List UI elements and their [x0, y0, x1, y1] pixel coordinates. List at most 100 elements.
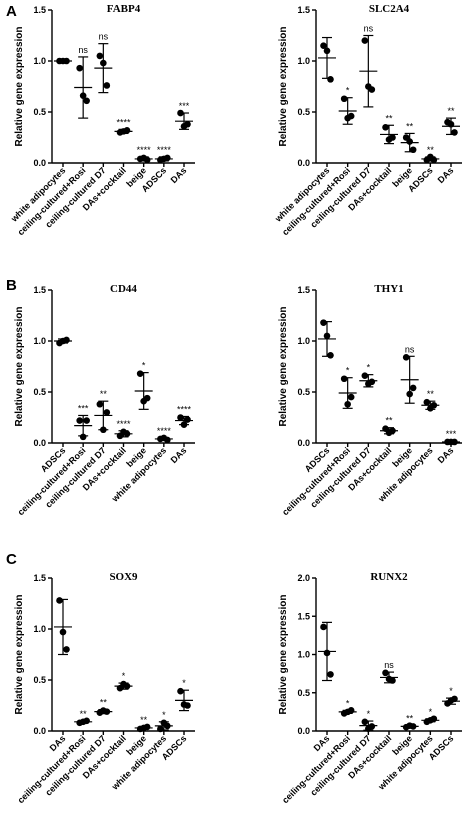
data-point: [100, 426, 107, 434]
y-tick-label: 0.5: [297, 387, 310, 397]
significance-label: *: [182, 678, 186, 688]
data-point: [123, 430, 131, 438]
significance-label: ns: [364, 24, 374, 34]
y-tick-label: 0.0: [33, 726, 46, 736]
data-point: [430, 156, 438, 164]
significance-label: **: [385, 416, 393, 426]
data-point: [451, 438, 458, 446]
y-tick-label: 0.5: [297, 107, 310, 117]
data-point: [389, 427, 396, 435]
data-point: [184, 702, 191, 709]
significance-label: ns: [405, 344, 415, 354]
data-point: [76, 417, 83, 424]
significance-label: ns: [99, 32, 109, 42]
y-axis-label: Relative gene expression: [278, 594, 289, 714]
data-point: [164, 154, 171, 162]
data-point: [320, 623, 327, 631]
data-point: [103, 82, 111, 89]
chart-fabp4: 0.0 0.5 1.0 1.5 Relative gene expression FABP…: [8, 3, 195, 237]
significance-label: ****: [177, 404, 192, 414]
data-point: [143, 156, 151, 164]
y-tick-label: 1.0: [33, 624, 46, 634]
chart-slc2a4: 0.0 0.5 1.0 1.5 Relative gene expression SLC2…: [272, 3, 462, 237]
significance-label: **: [427, 145, 435, 155]
data-point: [63, 336, 70, 344]
significance-label: **: [385, 113, 393, 123]
data-point: [409, 723, 417, 730]
significance-label: ***: [179, 101, 190, 111]
category-label: DAs: [436, 445, 456, 465]
data-point: [430, 401, 438, 409]
data-point: [96, 52, 104, 60]
category-label: DAs: [169, 445, 189, 465]
data-point: [347, 112, 355, 120]
significance-label: *: [346, 86, 350, 96]
significance-label: *: [162, 710, 166, 720]
y-tick-label: 0.0: [33, 158, 46, 168]
y-tick-label: 1.0: [297, 336, 310, 346]
significance-label: **: [406, 714, 414, 724]
data-point: [123, 127, 131, 134]
significance-label: ****: [137, 145, 152, 155]
significance-label: **: [140, 715, 148, 725]
chart-thy1: 0.0 0.5 1.0 1.5 Relative gene expression THY1…: [278, 283, 462, 517]
data-point: [103, 708, 111, 715]
data-point: [164, 722, 171, 730]
data-point: [83, 97, 90, 105]
data-point: [406, 390, 413, 398]
significance-label: **: [406, 121, 414, 131]
data-point: [180, 421, 188, 428]
data-point: [451, 695, 458, 703]
data-point: [59, 628, 67, 636]
y-tick-label: 0.5: [33, 107, 46, 117]
y-tick-label: 1.0: [33, 56, 46, 66]
y-axis-label: Relative gene expression: [278, 26, 289, 146]
data-point: [327, 671, 334, 678]
data-point: [423, 398, 431, 406]
data-point: [177, 109, 184, 117]
significance-label: *: [429, 707, 433, 717]
y-axis-label: Relative gene expression: [14, 594, 25, 714]
data-point: [323, 47, 331, 55]
data-point: [340, 375, 348, 383]
data-point: [382, 124, 389, 131]
y-tick-label: 1.5: [33, 5, 46, 15]
chart-cd44: 0.0 0.5 1.0 1.5 Relative gene expression CD44…: [14, 283, 195, 517]
data-point: [382, 669, 389, 677]
category-label: DAs: [169, 165, 189, 185]
data-point: [320, 42, 327, 49]
panel-letter-c: C: [6, 551, 17, 568]
data-point: [164, 436, 171, 444]
y-tick-label: 0.5: [33, 675, 46, 685]
data-point: [368, 86, 376, 93]
significance-label: **: [447, 106, 455, 116]
data-point: [123, 682, 131, 690]
significance-label: *: [142, 361, 146, 371]
data-point: [340, 95, 348, 103]
data-point: [83, 717, 90, 725]
data-point: [323, 332, 331, 340]
data-point: [177, 687, 184, 695]
y-axis-label: Relative gene expression: [14, 306, 25, 426]
category-label: DAs: [436, 165, 456, 185]
significance-label: ns: [384, 660, 394, 670]
data-point: [361, 37, 369, 44]
y-axis-label: Relative gene expression: [278, 306, 289, 426]
significance-label: **: [100, 389, 108, 399]
y-tick-label: 0.0: [297, 726, 310, 736]
data-point: [83, 417, 90, 424]
y-tick-label: 1.5: [297, 611, 310, 621]
significance-label: ****: [116, 419, 131, 429]
data-point: [447, 120, 455, 128]
y-tick-label: 0.0: [297, 438, 310, 448]
y-tick-label: 1.5: [297, 5, 310, 15]
significance-label: *: [449, 686, 453, 696]
data-point: [368, 378, 376, 386]
y-tick-label: 1.0: [33, 336, 46, 346]
chart-title: CD44: [110, 283, 137, 295]
data-point: [143, 394, 151, 402]
chart-title: FABP4: [107, 3, 141, 15]
data-point: [157, 725, 164, 733]
data-point: [103, 409, 111, 416]
